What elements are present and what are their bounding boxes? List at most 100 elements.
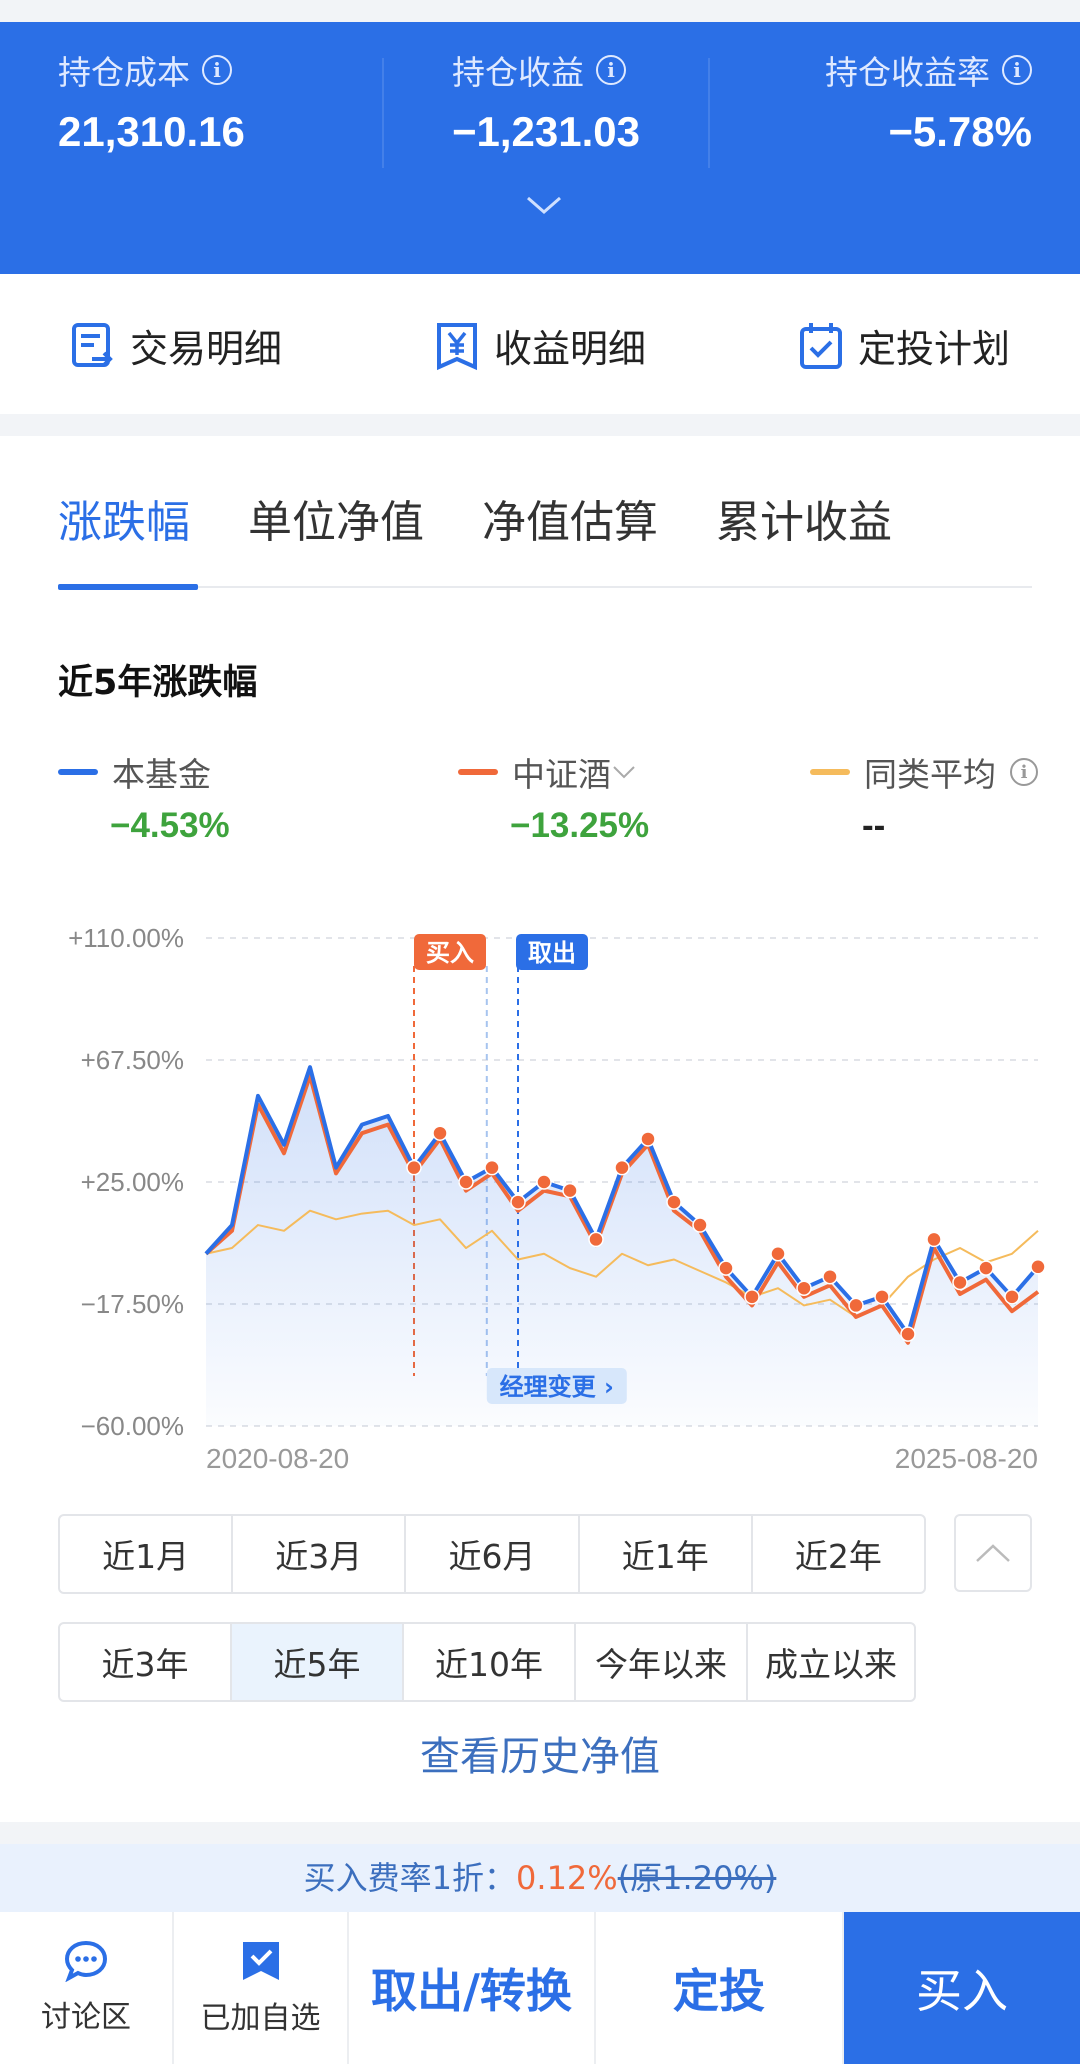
trade-dot xyxy=(822,1268,838,1285)
trade-dot xyxy=(874,1289,890,1305)
holding-cost-value: 21,310.16 xyxy=(58,108,245,155)
legend-swatch xyxy=(458,769,498,775)
trade-dot xyxy=(1004,1289,1020,1305)
sell-marker-tag[interactable]: 取出 xyxy=(528,939,576,967)
chevron-down-icon[interactable] xyxy=(611,762,637,782)
profit-detail-button[interactable]: 收益明细 xyxy=(434,318,646,373)
investment-plan-button[interactable]: 定投计划 xyxy=(798,318,1010,373)
auto-invest-label: 定投 xyxy=(673,1964,765,2018)
tab-indicator xyxy=(58,584,198,590)
trade-dot xyxy=(770,1246,786,1262)
period-selector-row1: 近1月 近3月 近6月 近1年 近2年 xyxy=(58,1514,926,1594)
redeem-convert-label: 取出/转换 xyxy=(371,1964,572,2018)
trade-dot xyxy=(640,1131,656,1147)
buy-marker-tag-bg xyxy=(414,934,486,970)
chevron-down-icon[interactable] xyxy=(524,186,564,226)
period-1m[interactable]: 近1月 xyxy=(60,1516,234,1592)
holding-summary: 持仓成本 i 21,310.16 持仓收益 i −1,231.03 持仓收益率 i −… xyxy=(0,22,1080,274)
history-nav-link[interactable]: 查看历史净值 xyxy=(420,1734,660,1780)
trade-dot xyxy=(458,1174,474,1190)
fee-original: (原1.20%) xyxy=(617,1859,777,1897)
discuss-button[interactable]: 讨论区 xyxy=(0,1912,174,2064)
tab-change[interactable]: 涨跌幅 xyxy=(58,497,190,548)
discuss-label: 讨论区 xyxy=(41,2000,131,2035)
buy-label: 买入 xyxy=(916,1964,1008,2018)
action-row: 交易明细 收益明细 定投计划 xyxy=(0,274,1080,414)
trade-dot xyxy=(484,1159,500,1176)
auto-invest-button[interactable]: 定投 xyxy=(596,1912,844,2064)
fee-rate: 0.12% xyxy=(516,1859,618,1897)
period-10y[interactable]: 近10年 xyxy=(404,1624,576,1700)
holding-profit: 持仓收益 i −1,231.03 xyxy=(452,46,640,156)
manager-change-tag[interactable]: 经理变更 › xyxy=(500,1373,614,1401)
series-line-2 xyxy=(205,1209,1039,1318)
buy-marker-tag[interactable]: 买入 xyxy=(426,939,474,967)
trade-dot xyxy=(588,1231,604,1248)
legend-fund-value: −4.53% xyxy=(110,806,230,845)
period-3m[interactable]: 近3月 xyxy=(233,1516,407,1592)
investment-plan-label: 定投计划 xyxy=(858,327,1011,371)
legend-swatch xyxy=(58,769,98,775)
fee-banner: 买入费率1折：0.12%(原1.20%) xyxy=(0,1844,1080,1912)
trade-dot xyxy=(952,1274,968,1291)
trade-dot xyxy=(666,1194,682,1210)
period-5y[interactable]: 近5年 xyxy=(232,1624,404,1700)
y-tick-label: −17.50% xyxy=(81,1289,184,1319)
holding-rate: 持仓收益率 i −5.78% xyxy=(825,46,1032,156)
tab-unit-nav[interactable]: 单位净值 xyxy=(248,497,424,548)
sell-marker-tag-bg xyxy=(516,934,588,970)
legend-peer-value: -- xyxy=(862,806,886,845)
trade-dot xyxy=(718,1260,734,1276)
tab-nav-estimate[interactable]: 净值估算 xyxy=(482,497,658,548)
watchlist-button[interactable]: 已加自选 xyxy=(174,1912,349,2064)
chart-title: 近5年涨跌幅 xyxy=(58,663,258,703)
legend-fund-label: 本基金 xyxy=(112,755,211,794)
redeem-convert-button[interactable]: 取出/转换 xyxy=(349,1912,596,2064)
document-list-icon xyxy=(72,322,113,367)
x-end-label: 2025-08-20 xyxy=(895,1443,1038,1474)
bottom-bar: 讨论区 已加自选 取出/转换 定投 买入 xyxy=(0,1912,1080,2064)
info-icon[interactable]: i xyxy=(1010,758,1038,786)
trade-dot xyxy=(848,1297,864,1314)
legend-index[interactable]: 中证酒 xyxy=(458,748,637,796)
performance-chart[interactable]: +110.00% +67.50% +25.00% −17.50% −60.00% 2020… xyxy=(0,896,1080,1526)
chart-card: 涨跌幅 单位净值 净值估算 累计收益 近5年涨跌幅 本基金 −4.53% 中证酒… xyxy=(0,436,1080,1822)
trade-dot xyxy=(926,1231,942,1248)
trade-detail-label: 交易明细 xyxy=(130,327,283,371)
info-icon[interactable]: i xyxy=(596,55,626,85)
period-1y[interactable]: 近1年 xyxy=(580,1516,753,1592)
legend-peer: 同类平均 i xyxy=(810,748,1038,796)
legend-peer-label: 同类平均 xyxy=(864,755,996,794)
holding-rate-value: −5.78% xyxy=(888,108,1032,155)
trade-dot xyxy=(562,1182,578,1199)
trade-dot xyxy=(744,1289,760,1305)
period-6m[interactable]: 近6月 xyxy=(406,1516,580,1592)
collapse-button[interactable] xyxy=(954,1514,1032,1592)
holding-profit-label: 持仓收益 xyxy=(452,53,584,92)
info-icon[interactable]: i xyxy=(202,55,232,85)
period-selector-row2: 近3年 近5年 近10年 今年以来 成立以来 xyxy=(58,1622,916,1702)
yen-receipt-icon xyxy=(437,322,477,370)
trade-dot xyxy=(1030,1259,1046,1275)
watchlist-label: 已加自选 xyxy=(200,2001,321,2036)
tab-cumulative[interactable]: 累计收益 xyxy=(716,497,892,548)
buy-button[interactable]: 买入 xyxy=(844,1912,1080,2064)
fund-area xyxy=(206,1067,1038,1426)
period-ytd[interactable]: 今年以来 xyxy=(576,1624,748,1700)
holding-profit-value: −1,231.03 xyxy=(452,108,641,155)
trade-dot xyxy=(614,1159,630,1176)
period-3y[interactable]: 近3年 xyxy=(60,1624,232,1700)
period-2y[interactable]: 近2年 xyxy=(794,1537,882,1576)
info-icon[interactable]: i xyxy=(1002,55,1032,85)
chart-tabs: 涨跌幅 单位净值 净值估算 累计收益 xyxy=(58,486,892,550)
x-start-label: 2020-08-20 xyxy=(206,1443,349,1474)
trade-detail-button[interactable]: 交易明细 xyxy=(70,318,282,373)
period-since-inception[interactable]: 成立以来 xyxy=(765,1645,897,1684)
trade-dot xyxy=(510,1194,526,1210)
trade-dot xyxy=(406,1159,422,1176)
trade-dot xyxy=(900,1326,916,1342)
manager-change-tag-bg xyxy=(486,1368,627,1404)
trade-dot xyxy=(692,1217,708,1233)
tab-divider xyxy=(58,586,1032,588)
